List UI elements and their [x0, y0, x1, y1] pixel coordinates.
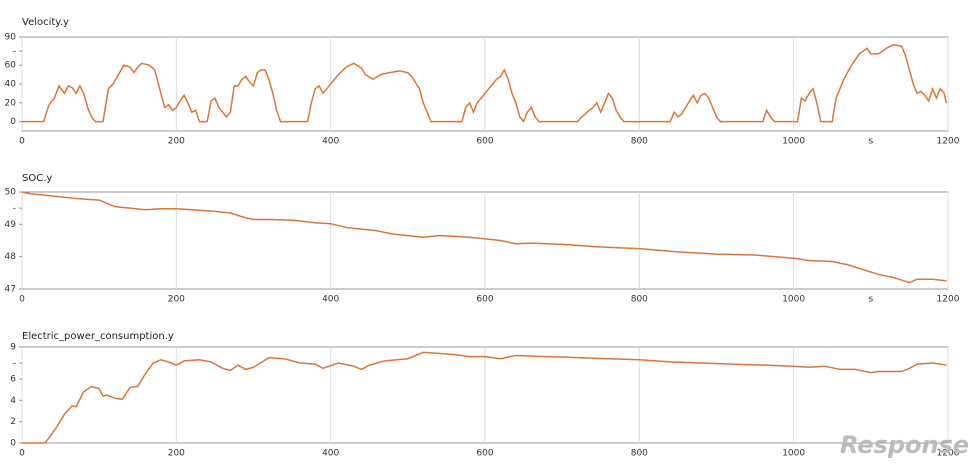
x-tick-label: 200 — [168, 449, 185, 459]
panel-title: Electric_power_consumption.y — [22, 331, 174, 342]
y-tick-label: 50 — [5, 188, 17, 198]
y-tick-label: 6 — [10, 375, 16, 385]
y-tick-label: 4 — [10, 396, 16, 406]
y-tick-label: 2 — [10, 417, 16, 427]
y-tick-label: 48 — [5, 252, 17, 262]
x-tick-label: 800 — [631, 295, 648, 305]
x-tick-label: 800 — [631, 137, 648, 147]
x-tick-label: 400 — [322, 137, 339, 147]
x-tick-label: 0 — [19, 295, 25, 305]
y-tick-label: 0 — [10, 439, 16, 449]
x-tick-label: 1200 — [937, 449, 960, 459]
panel-title: SOC.y — [22, 173, 52, 184]
watermark: Response — [840, 431, 968, 459]
y-tick-label: 0 — [10, 117, 16, 127]
panel-title: Velocity.y — [22, 17, 69, 28]
x-tick-label: 0 — [19, 137, 25, 147]
x-tick-label: 1200 — [937, 295, 960, 305]
x-tick-label: 200 — [168, 137, 185, 147]
x-tick-label: 800 — [631, 449, 648, 459]
x-axis-label: s — [868, 137, 873, 147]
x-tick-label: 400 — [322, 295, 339, 305]
y-tick-label: 40 — [5, 80, 17, 90]
x-tick-label: 200 — [168, 295, 185, 305]
y-tick-label: 47 — [5, 285, 16, 295]
y-tick-label: - — [13, 359, 16, 369]
data-line — [22, 351, 947, 444]
x-tick-label: 1000 — [782, 295, 805, 305]
y-tick-label: 60 — [5, 61, 17, 71]
x-tick-label: 1200 — [937, 137, 960, 147]
y-tick-label: 49 — [5, 220, 17, 230]
data-line — [21, 191, 947, 284]
x-tick-label: 0 — [19, 449, 25, 459]
y-tick-label: 90 — [5, 33, 17, 43]
y-tick-label: - — [13, 204, 16, 214]
y-tick-label: - — [13, 47, 16, 57]
y-tick-label: 9 — [10, 343, 16, 353]
y-tick-label: 20 — [5, 98, 17, 108]
x-axis-label: s — [868, 295, 873, 305]
x-tick-label: 1000 — [782, 137, 805, 147]
x-tick-label: 1000 — [782, 449, 805, 459]
x-tick-label: 600 — [476, 295, 493, 305]
x-tick-label: 600 — [476, 137, 493, 147]
x-tick-label: 400 — [322, 449, 339, 459]
x-tick-label: 600 — [476, 449, 493, 459]
data-line — [22, 43, 948, 124]
